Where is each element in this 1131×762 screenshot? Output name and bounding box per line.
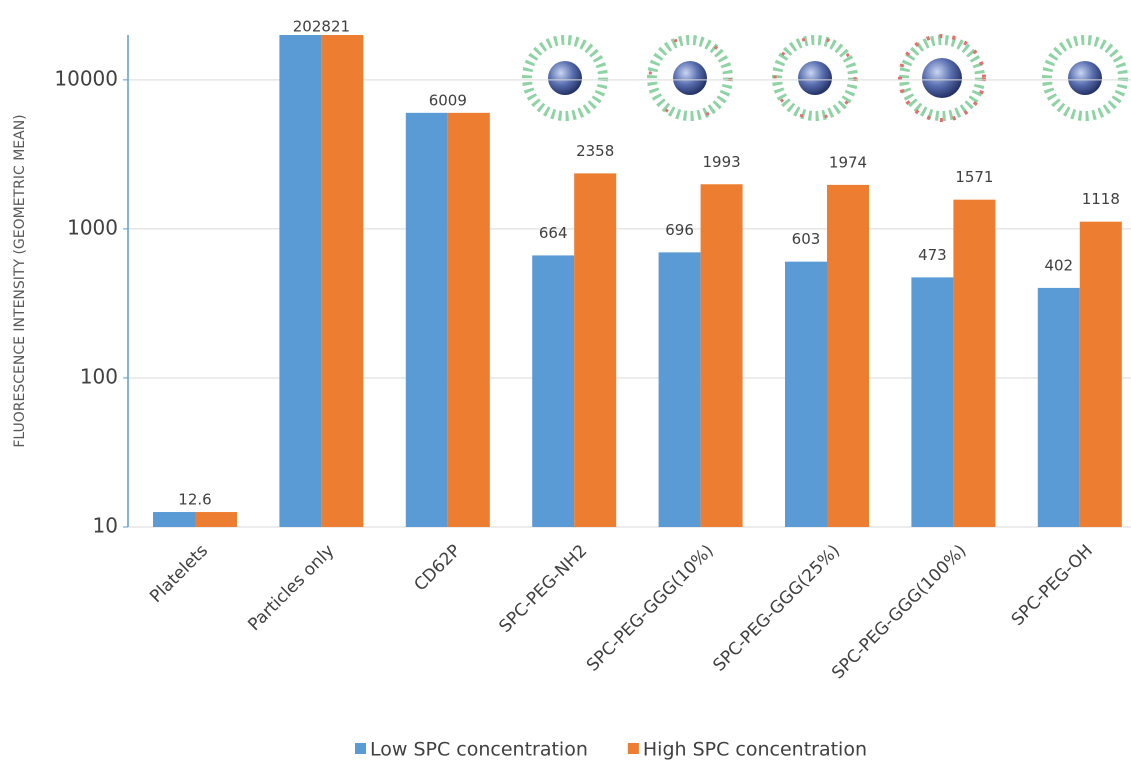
data-label: 664 [539,224,568,242]
particle-illustrations [522,34,1128,122]
bar [1037,287,1080,527]
bar [321,35,364,527]
x-tick-label: SPC-PEG-NH2 [495,541,591,637]
particle-icon [898,34,986,122]
bar [447,112,490,528]
x-tick-label: SPC-PEG-GGG(100%) [828,541,970,683]
x-tick-label: Platelets [146,541,212,607]
x-tick-label: CD62P [411,541,465,595]
data-label: 1571 [955,168,993,186]
data-label: 12.6 [178,491,211,509]
bar [405,112,448,528]
legend-swatch [355,743,366,754]
legend-label: High SPC concentration [643,739,867,761]
bar [827,184,869,527]
data-label: 202821 [293,18,350,36]
x-tick-label: SPC-PEG-GGG(25%) [709,541,844,676]
bars [153,35,1122,528]
data-label: 2358 [576,142,614,160]
y-tick-label: 1000 [67,215,118,239]
particle-icon [522,35,608,121]
legend-label: Low SPC concentration [370,739,588,761]
data-label: 603 [792,230,821,248]
data-label: 473 [918,246,947,264]
data-label: 696 [665,221,694,239]
particle-icon [772,35,858,121]
data-label: 1974 [829,153,867,171]
data-label: 1993 [703,153,741,171]
data-label: 1118 [1082,190,1120,208]
bar [658,252,701,527]
legend-swatch [627,743,639,754]
particle-icon [647,35,733,121]
y-tick-label: 10 [93,514,118,538]
bar [953,199,996,528]
x-tick-label: Particles only [244,541,338,635]
y-axis-title: FLUORESCENCE INTENSITY (GEOMETRIC MEAN) [12,114,28,447]
x-tick-label: SPC-PEG-GGG(10%) [583,541,718,676]
data-label: 402 [1044,256,1073,274]
bar [153,512,195,527]
bar [700,184,743,527]
y-tick-label: 100 [80,364,118,388]
bar [195,512,237,527]
y-tick-label: 10000 [54,66,118,90]
bar [574,173,617,527]
particle-icon [1042,35,1128,121]
bar [279,35,322,527]
bar [911,277,954,527]
bar [532,255,575,527]
x-tick-label: SPC-PEG-OH [1008,541,1097,630]
bar [785,261,827,527]
data-label: 6009 [429,91,467,109]
bar [1079,221,1122,528]
